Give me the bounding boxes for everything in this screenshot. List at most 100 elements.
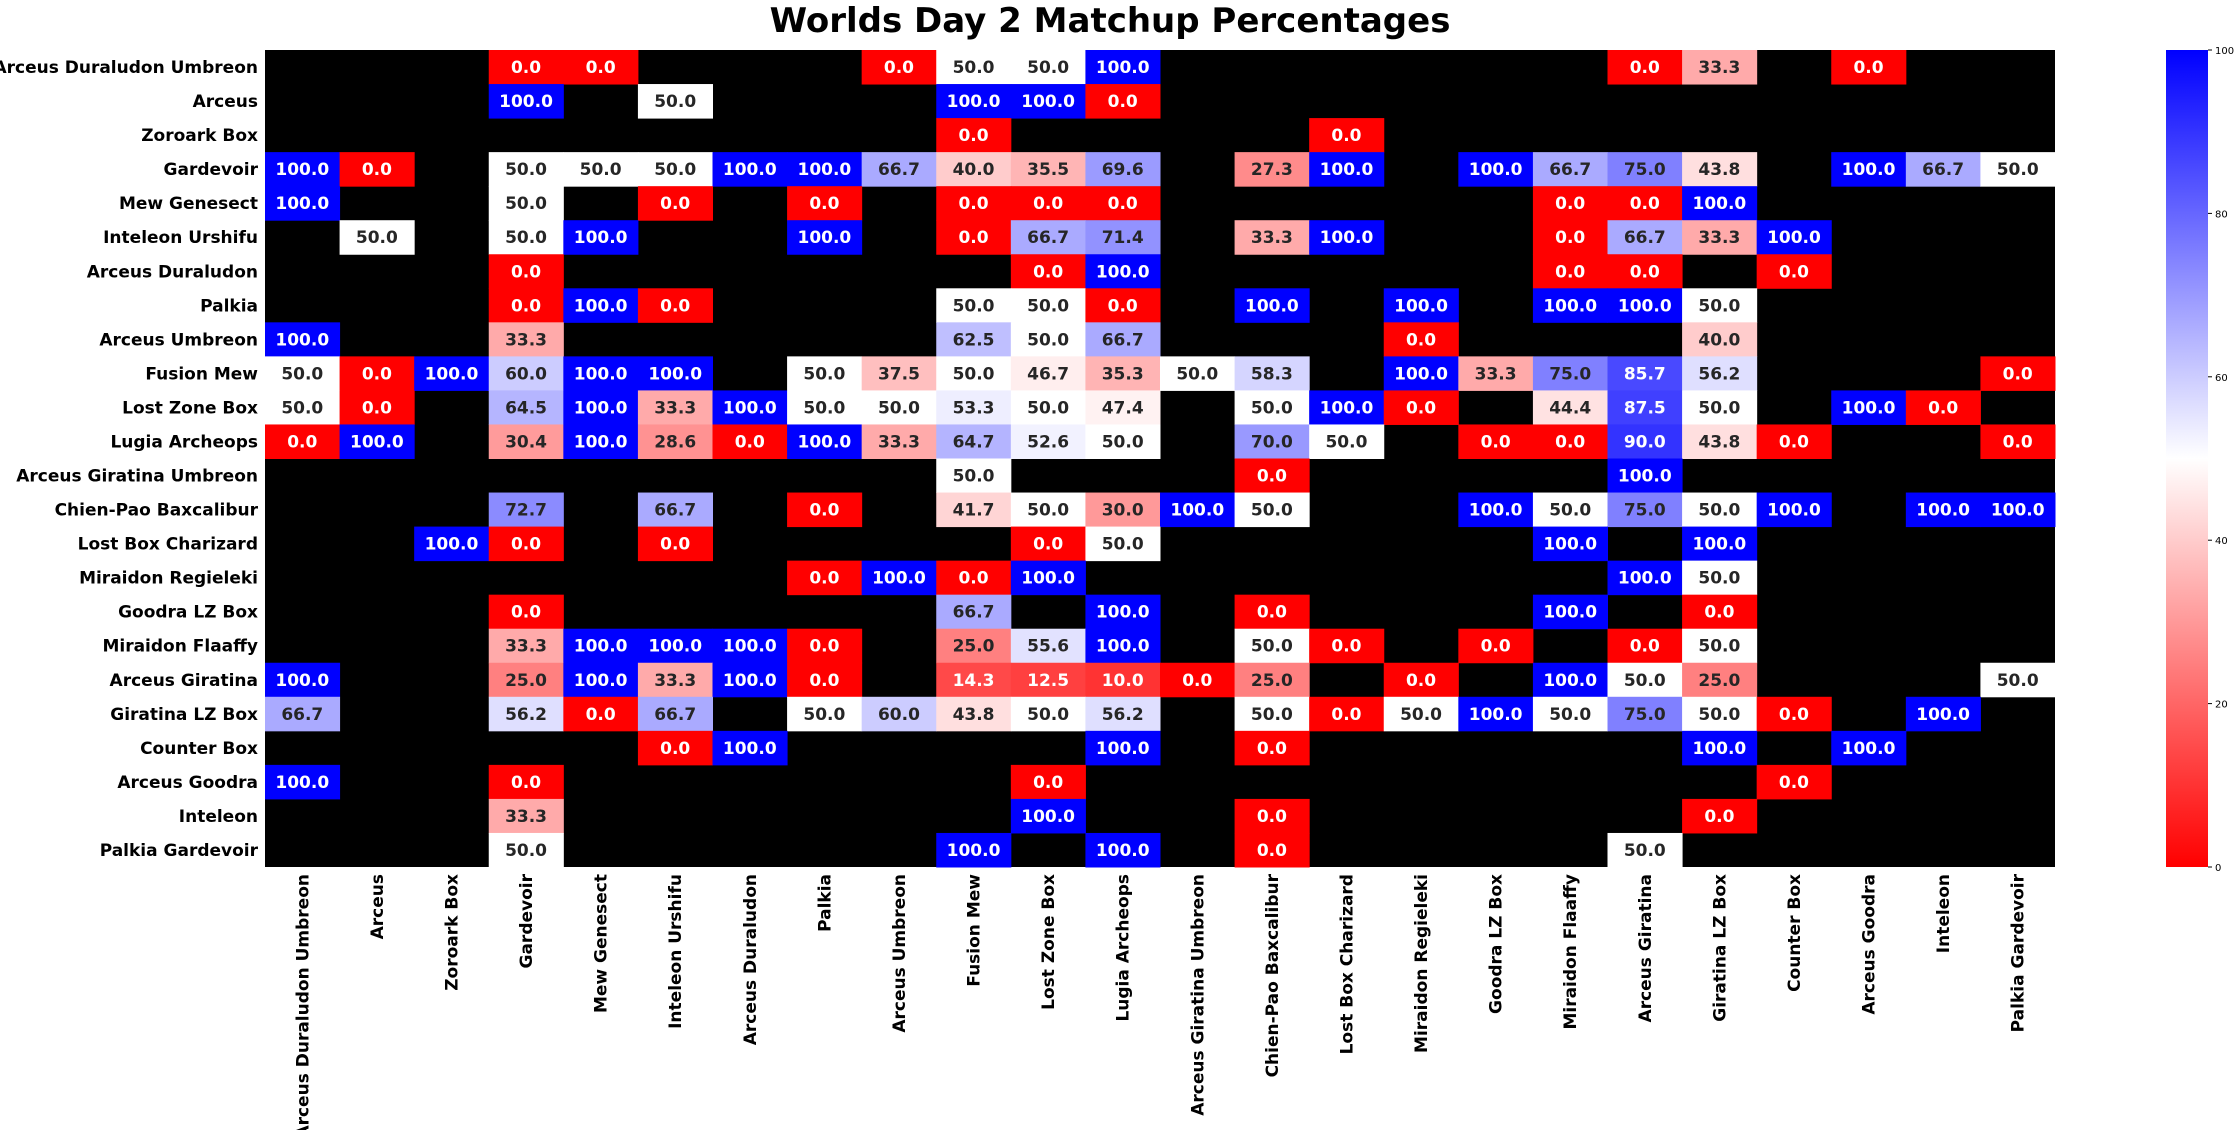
heatmap-cell [1234, 832, 1310, 868]
heatmap-cell [563, 356, 639, 391]
column-label: Giratina LZ Box [1710, 874, 1730, 1022]
heatmap-cell [1383, 288, 1459, 323]
heatmap-cell [1010, 152, 1086, 187]
heatmap-cell [1607, 186, 1683, 221]
cell-value-label: 50.0 [654, 160, 696, 180]
row-label: Arceus Giratina [110, 671, 258, 691]
cell-value-label: 60.0 [505, 364, 547, 384]
heatmap-cell [1831, 730, 1907, 766]
heatmap-cell [1085, 662, 1161, 698]
cell-value-label: 0.0 [660, 739, 690, 759]
cell-value-label: 66.7 [1027, 228, 1069, 248]
heatmap-cell [1532, 492, 1608, 528]
heatmap-cell [637, 288, 713, 323]
row-label: Chien-Pao Baxcalibur [55, 501, 259, 521]
cell-value-label: 60.0 [878, 705, 920, 725]
cell-value-label: 0.0 [1853, 58, 1883, 78]
row-label: Inteleon [179, 807, 258, 827]
heatmap-cell [712, 390, 788, 425]
heatmap-cell [1383, 322, 1459, 357]
heatmap-cell [1905, 390, 1981, 425]
cell-value-label: 50.0 [1251, 705, 1293, 725]
cell-value-label: 100.0 [723, 160, 777, 180]
cell-value-label: 46.7 [1027, 364, 1069, 384]
heatmap-cell [787, 492, 863, 528]
cell-value-label: 100.0 [1320, 160, 1374, 180]
heatmap-cell [861, 152, 937, 187]
cell-value-label: 0.0 [1704, 603, 1734, 623]
cell-value-label: 100.0 [1394, 364, 1448, 384]
heatmap-cell [1458, 492, 1534, 528]
cell-value-label: 25.0 [1251, 671, 1293, 691]
cell-value-label: 30.0 [1102, 501, 1144, 521]
heatmap-cell-labels: 0.0 0.0 0.0 50.0 50.0 100.0 0.0 33.3 0.0 100.0 50.… [275, 58, 2044, 861]
heatmap-cell [936, 458, 1012, 494]
column-label: Arceus Giratina Umbreon [1188, 874, 1208, 1116]
heatmap-cell [265, 322, 341, 357]
heatmap-cell [488, 764, 564, 800]
cell-value-label: 0.0 [511, 262, 541, 282]
heatmap-cell [1085, 322, 1161, 357]
cell-value-label: 100.0 [1096, 58, 1150, 78]
colorbar-tick-label: 80 [2215, 209, 2228, 220]
heatmap-cell [1234, 220, 1310, 255]
heatmap-cell [1309, 152, 1385, 187]
cell-value-label: 50.0 [1251, 637, 1293, 657]
cell-value-label: 40.0 [953, 160, 995, 180]
cell-value-label: 100.0 [1842, 160, 1896, 180]
row-label: Arceus Goodra [117, 773, 258, 793]
row-label: Fusion Mew [145, 364, 258, 384]
heatmap-cell [1682, 322, 1758, 357]
cell-value-label: 100.0 [723, 398, 777, 418]
heatmap-cell [265, 390, 341, 425]
cell-value-label: 0.0 [1182, 671, 1212, 691]
heatmap-cell [1682, 390, 1758, 425]
heatmap-cell [936, 118, 1012, 153]
heatmap-cell [265, 424, 341, 459]
cell-value-label: 64.7 [953, 432, 995, 452]
heatmap-cell [1085, 50, 1161, 85]
heatmap-cell [1607, 288, 1683, 323]
heatmap-cell [265, 662, 341, 698]
heatmap-cell [488, 50, 564, 85]
column-label: Mew Genesect [592, 874, 612, 1013]
heatmap-cell [488, 628, 564, 664]
heatmap-cell [1010, 662, 1086, 698]
cell-value-label: 0.0 [1481, 637, 1511, 657]
heatmap-cell [787, 560, 863, 596]
heatmap-cell [339, 390, 415, 425]
heatmap-cell [1607, 50, 1683, 85]
heatmap-cell [1234, 696, 1310, 732]
heatmap-cell [787, 390, 863, 425]
cell-value-label: 0.0 [958, 569, 988, 589]
heatmap-cell [1010, 322, 1086, 357]
cell-value-label: 40.0 [1698, 330, 1740, 350]
heatmap-cell [1607, 390, 1683, 425]
cell-value-label: 50.0 [281, 398, 323, 418]
heatmap-cell [1085, 628, 1161, 664]
cell-value-label: 0.0 [2003, 364, 2033, 384]
heatmap-cell [265, 186, 341, 221]
cell-value-label: 50.0 [803, 364, 845, 384]
cell-value-label: 0.0 [511, 773, 541, 793]
cell-value-label: 100.0 [350, 432, 404, 452]
cell-value-label: 35.5 [1027, 160, 1069, 180]
heatmap-cell [339, 152, 415, 187]
heatmap-cell [637, 424, 713, 459]
colorbar-tick-label: 40 [2215, 536, 2228, 547]
column-label: Arceus [368, 874, 388, 939]
column-label: Miraidon Regieleki [1412, 874, 1432, 1053]
cell-value-label: 100.0 [1842, 398, 1896, 418]
heatmap-cell [1010, 764, 1086, 800]
heatmap-cell [936, 628, 1012, 664]
cell-value-label: 100.0 [1170, 501, 1224, 521]
heatmap-cell [488, 288, 564, 323]
cell-value-label: 0.0 [1630, 637, 1660, 657]
heatmap-cell [563, 288, 639, 323]
heatmap-cell [1234, 356, 1310, 391]
cell-value-label: 100.0 [1096, 603, 1150, 623]
cell-value-label: 0.0 [958, 228, 988, 248]
heatmap-cell [1010, 798, 1086, 834]
heatmap-cell [1309, 696, 1385, 732]
column-label: Chien-Pao Baxcalibur [1263, 873, 1283, 1077]
